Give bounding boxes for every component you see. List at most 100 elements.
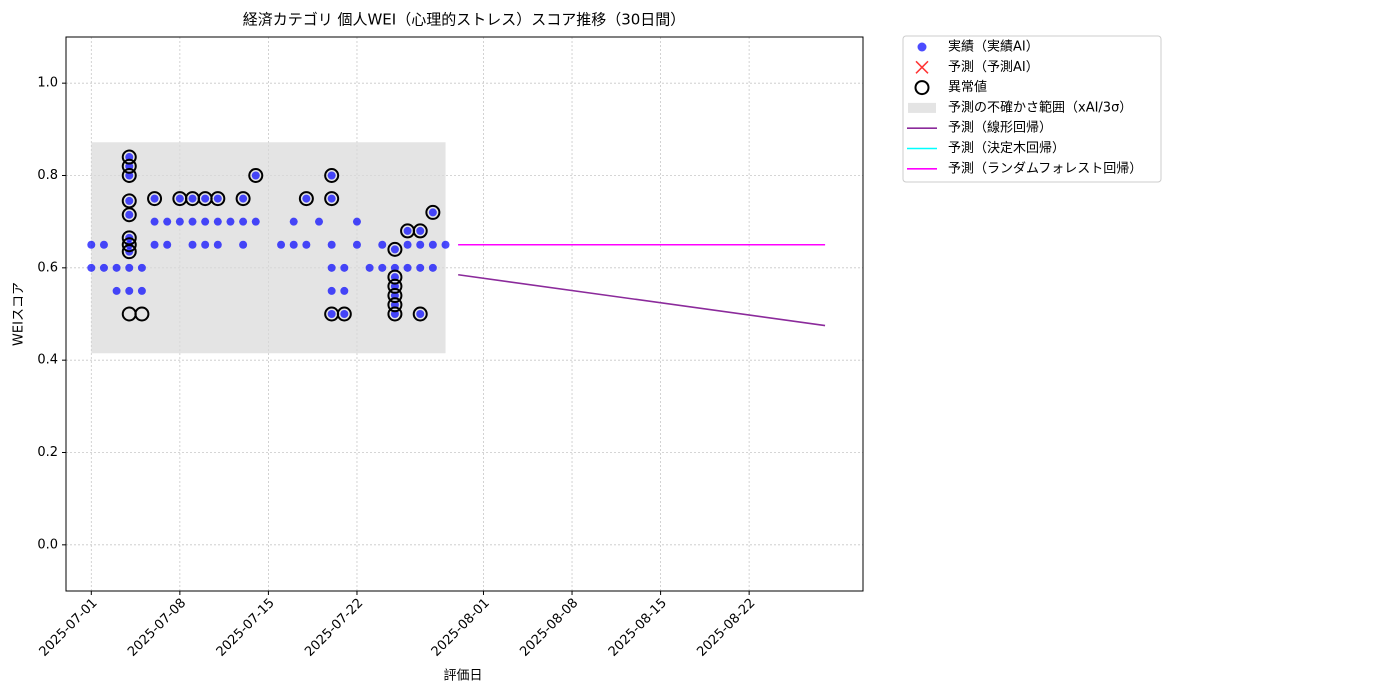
legend-box — [902, 35, 1162, 183]
actual-point — [125, 263, 134, 272]
actual-point — [213, 194, 222, 203]
actual-point — [315, 217, 324, 226]
actual-point — [428, 208, 437, 217]
x-tick-label: 2025-08-15 — [606, 596, 670, 660]
anomaly-point — [387, 297, 403, 313]
actual-point — [365, 263, 374, 272]
actual-point — [99, 263, 108, 272]
actual-point — [340, 263, 349, 272]
actual-point — [428, 263, 437, 272]
legend-label: 異常値 — [948, 79, 987, 95]
actual-point — [416, 310, 425, 318]
actual-point — [441, 240, 450, 249]
anomaly-point — [121, 168, 137, 183]
actual-point — [340, 310, 349, 318]
anomaly-point — [412, 306, 428, 322]
prediction-line — [458, 273, 826, 327]
actual-point — [239, 194, 248, 203]
actual-point — [390, 273, 399, 282]
anomaly-point — [324, 191, 340, 207]
anomaly-point — [147, 191, 163, 207]
actual-point — [201, 194, 210, 203]
legend-marker — [917, 42, 927, 52]
legend-marker — [914, 80, 930, 96]
legend-label: 実績（実績AI） — [948, 39, 1039, 55]
actual-point — [112, 286, 121, 295]
actual-point — [378, 263, 387, 272]
anomaly-point — [298, 191, 314, 207]
actual-point — [390, 282, 399, 291]
legend-label: 予測（線形回帰） — [948, 120, 1052, 136]
actual-point — [327, 194, 336, 203]
actual-point — [289, 240, 298, 249]
actual-point — [428, 240, 437, 249]
actual-point — [125, 196, 134, 205]
chart-title: 経済カテゴリ 個人WEI（心理的ストレス）スコア推移（30日間） — [243, 11, 686, 29]
actual-point — [163, 217, 172, 226]
anomaly-point — [387, 306, 403, 322]
actual-point — [213, 240, 222, 249]
actual-point — [239, 240, 248, 249]
anomaly-point — [425, 204, 441, 220]
anomaly-point — [248, 168, 264, 183]
actual-point — [416, 263, 425, 272]
actual-point — [87, 240, 96, 249]
actual-point — [390, 291, 399, 300]
actual-point — [201, 217, 210, 226]
legend-label: 予測（決定木回帰） — [948, 140, 1065, 156]
anomaly-point — [121, 237, 137, 253]
actual-point — [188, 194, 197, 203]
actual-point — [327, 310, 336, 318]
actual-point — [213, 217, 222, 226]
y-axis-label: WEIスコア — [12, 282, 27, 346]
y-tick-label: 0.8 — [37, 168, 58, 183]
anomaly-point — [235, 191, 251, 207]
actual-point — [390, 263, 399, 272]
anomaly-point — [412, 223, 428, 239]
actual-point — [125, 171, 134, 180]
actual-point — [327, 171, 336, 180]
actual-point — [390, 245, 399, 254]
actual-point — [125, 153, 134, 162]
anomaly-point — [210, 191, 226, 207]
actual-point — [125, 286, 134, 295]
anomaly-point — [387, 288, 403, 304]
actual-point — [125, 210, 134, 219]
legend-label: 予測（予測AI） — [948, 60, 1039, 75]
actual-point — [352, 240, 361, 249]
plot-frame — [65, 36, 864, 592]
x-axis-label: 評価日 — [443, 669, 482, 684]
actual-point — [416, 240, 425, 249]
actual-point — [137, 286, 146, 295]
actual-point — [403, 240, 412, 249]
actual-point — [251, 171, 260, 180]
legend-label: 予測の不確かさ範囲（xAI/3σ） — [948, 99, 1132, 115]
x-tick-label: 2025-07-22 — [302, 596, 366, 660]
actual-point — [163, 240, 172, 249]
actual-point — [188, 240, 197, 249]
y-tick-label: 0.2 — [37, 445, 58, 460]
actual-point — [251, 217, 260, 226]
anomaly-point — [324, 168, 340, 183]
x-tick-label: 2025-08-22 — [694, 596, 758, 660]
actual-point — [416, 226, 425, 235]
legend-marker — [908, 102, 936, 113]
anomaly-point — [121, 149, 137, 165]
actual-point — [277, 240, 286, 249]
y-tick-label: 0.4 — [37, 353, 58, 368]
actual-point — [226, 217, 235, 226]
anomaly-point — [387, 278, 403, 294]
anomaly-point — [387, 241, 403, 257]
actual-point — [327, 286, 336, 295]
actual-point — [327, 263, 336, 272]
x-tick-label: 2025-08-01 — [429, 596, 493, 660]
actual-point — [175, 194, 184, 203]
actual-point — [87, 263, 96, 272]
actual-point — [302, 240, 311, 249]
legend-marker — [915, 60, 929, 74]
actual-point — [150, 194, 159, 203]
x-tick-label: 2025-07-15 — [214, 596, 278, 660]
x-tick-label: 2025-08-08 — [517, 596, 581, 660]
actual-point — [112, 263, 121, 272]
